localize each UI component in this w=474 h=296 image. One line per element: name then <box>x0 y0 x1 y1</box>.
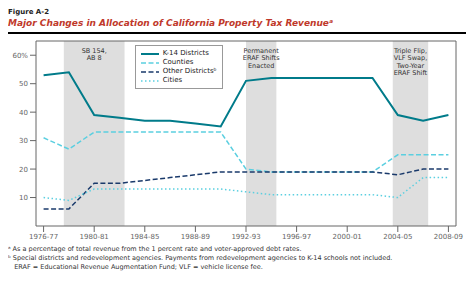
svg-text:1976-77: 1976-77 <box>29 233 58 241</box>
svg-text:1984-85: 1984-85 <box>130 233 159 241</box>
svg-text:2000-01: 2000-01 <box>333 233 362 241</box>
html-text:Other Districtsᵇ: Other Districtsᵇ <box>162 67 217 75</box>
svg-text:60%: 60% <box>12 52 28 60</box>
svg-text:1988-89: 1988-89 <box>181 233 210 241</box>
svg-text:PermanentERAF ShiftsEnacted: PermanentERAF ShiftsEnacted <box>243 47 280 70</box>
svg-text:2008-09: 2008-09 <box>434 233 463 241</box>
html-text:K-14 Districts: K-14 Districts <box>162 49 209 57</box>
html-text:Figure A-2: Figure A-2 <box>8 8 49 16</box>
svg-text:Triple Flip,VLF Swap,Two-YearE: Triple Flip,VLF Swap,Two-YearERAF Shift <box>393 47 428 78</box>
html-text:ᵃ As a percentage of total rev: ᵃ As a percentage of total revenue from … <box>8 245 302 253</box>
html-text:ERAF = Educational Revenue Aug: ERAF = Educational Revenue Augmentation … <box>8 263 263 271</box>
svg-text:20: 20 <box>19 166 28 174</box>
html-text:Cities: Cities <box>162 76 183 84</box>
svg-text:1992-93: 1992-93 <box>231 233 260 241</box>
svg-text:40: 40 <box>19 109 28 117</box>
html-text:Counties: Counties <box>162 58 194 66</box>
svg-text:50: 50 <box>19 80 28 88</box>
svg-text:30: 30 <box>19 137 28 145</box>
svg-text:SB 154,AB 8: SB 154,AB 8 <box>82 47 107 63</box>
html-text:Major Changes in Allocation of: Major Changes in Allocation of Californi… <box>8 18 334 28</box>
svg-text:2004-05: 2004-05 <box>383 233 412 241</box>
svg-text:1980-81: 1980-81 <box>80 233 109 241</box>
svg-text:1996-97: 1996-97 <box>282 233 311 241</box>
svg-text:10: 10 <box>19 194 28 202</box>
html-text:ᵇ Special districts and redeve: ᵇ Special districts and redevelopment ag… <box>8 254 393 262</box>
